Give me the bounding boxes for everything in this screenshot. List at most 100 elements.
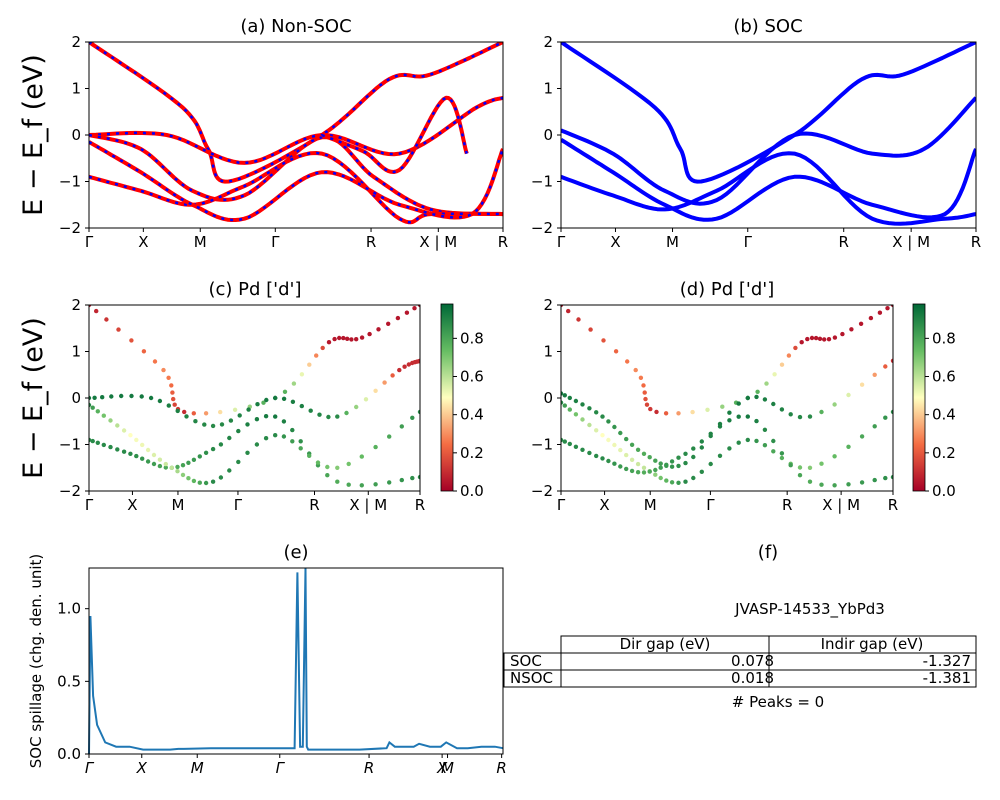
band-point [624, 452, 629, 458]
band-point [736, 440, 741, 445]
band-point [406, 362, 411, 367]
band-line [321, 95, 469, 174]
band-point [883, 475, 888, 481]
band-point [601, 338, 606, 343]
band-point [562, 403, 567, 408]
band-point [341, 335, 346, 341]
xtick-label: R [366, 233, 376, 251]
band-point [691, 446, 696, 451]
band-point [335, 414, 340, 419]
band-point [676, 455, 681, 460]
band-point [762, 427, 768, 432]
band-point [219, 422, 225, 427]
band-point [307, 453, 312, 458]
band-point [344, 410, 349, 416]
ytick-label: 0 [71, 389, 81, 407]
ytick-label: 1 [543, 80, 553, 98]
band-point [613, 349, 619, 354]
band-point [720, 404, 725, 409]
band-point [227, 468, 232, 473]
colorbar-tick-label: 0.6 [932, 368, 956, 386]
ytick-label: 2 [543, 33, 553, 51]
band-point [644, 402, 650, 407]
colorbar-d [912, 303, 926, 492]
band-point [648, 406, 653, 412]
band-point [562, 393, 567, 398]
band-point [890, 305, 893, 308]
band-point [885, 306, 890, 311]
band-point [771, 438, 776, 444]
band-point [594, 410, 599, 415]
xtick-label: Γ [557, 496, 566, 514]
band-point [594, 453, 599, 459]
xtick-label: Γ [706, 496, 715, 514]
band-point [172, 402, 177, 407]
band-point [307, 362, 312, 367]
band-point [354, 337, 359, 342]
band-point [101, 442, 107, 448]
band-point [317, 412, 322, 417]
band-point [417, 305, 420, 308]
band-point [376, 327, 381, 332]
band-point [157, 457, 163, 462]
band-point [846, 444, 851, 449]
band-point [587, 406, 592, 411]
band-point [203, 480, 209, 486]
plot-area [561, 305, 893, 488]
band-point [699, 445, 704, 450]
band-point [90, 438, 95, 444]
band-point [145, 447, 151, 453]
band-point [373, 444, 378, 450]
band-point [872, 424, 877, 429]
band-point [197, 454, 202, 459]
band-point [629, 457, 635, 462]
band-point [128, 433, 133, 438]
band-point [600, 433, 605, 438]
xtick-label: R [498, 233, 508, 251]
xtick-label: R [888, 496, 898, 514]
band-series [89, 358, 420, 429]
colorbar-tick-label: 0.0 [460, 482, 484, 500]
band-point [390, 373, 395, 378]
band-point [417, 409, 420, 415]
xtick-label: M [194, 233, 207, 251]
band-point [119, 393, 124, 399]
band-point [290, 439, 295, 444]
band-point [562, 439, 567, 444]
xtick-label: R [364, 759, 374, 777]
band-point [129, 393, 134, 399]
band-point [148, 395, 154, 401]
band-point [663, 411, 669, 416]
table-row-label: NSOC [510, 669, 553, 687]
band-point [218, 475, 224, 480]
band-point [676, 480, 681, 485]
band-point [151, 452, 157, 458]
band-point [708, 461, 713, 467]
band-point [104, 317, 109, 322]
xtick-label: X [599, 496, 609, 514]
band-point [717, 453, 723, 458]
ytick-label: −2 [59, 482, 81, 500]
xtick-label: Γ [234, 496, 243, 514]
plot-area [89, 42, 503, 225]
axes-frame [88, 567, 504, 755]
band-point [100, 395, 105, 400]
band-point [281, 396, 287, 401]
xtick-label: X [436, 759, 448, 777]
band-point [263, 436, 269, 441]
band-point [567, 395, 572, 401]
band-point [664, 462, 669, 467]
band-point [203, 411, 209, 416]
band-point [273, 395, 278, 401]
band-point [387, 480, 392, 485]
band-point [588, 327, 593, 332]
colorbar-c [440, 303, 454, 492]
band-point [170, 390, 175, 395]
band-point [191, 411, 196, 416]
xtick-label: Γ [85, 496, 94, 514]
band-point [669, 464, 675, 469]
band-point [232, 407, 238, 412]
band-point [797, 465, 803, 470]
